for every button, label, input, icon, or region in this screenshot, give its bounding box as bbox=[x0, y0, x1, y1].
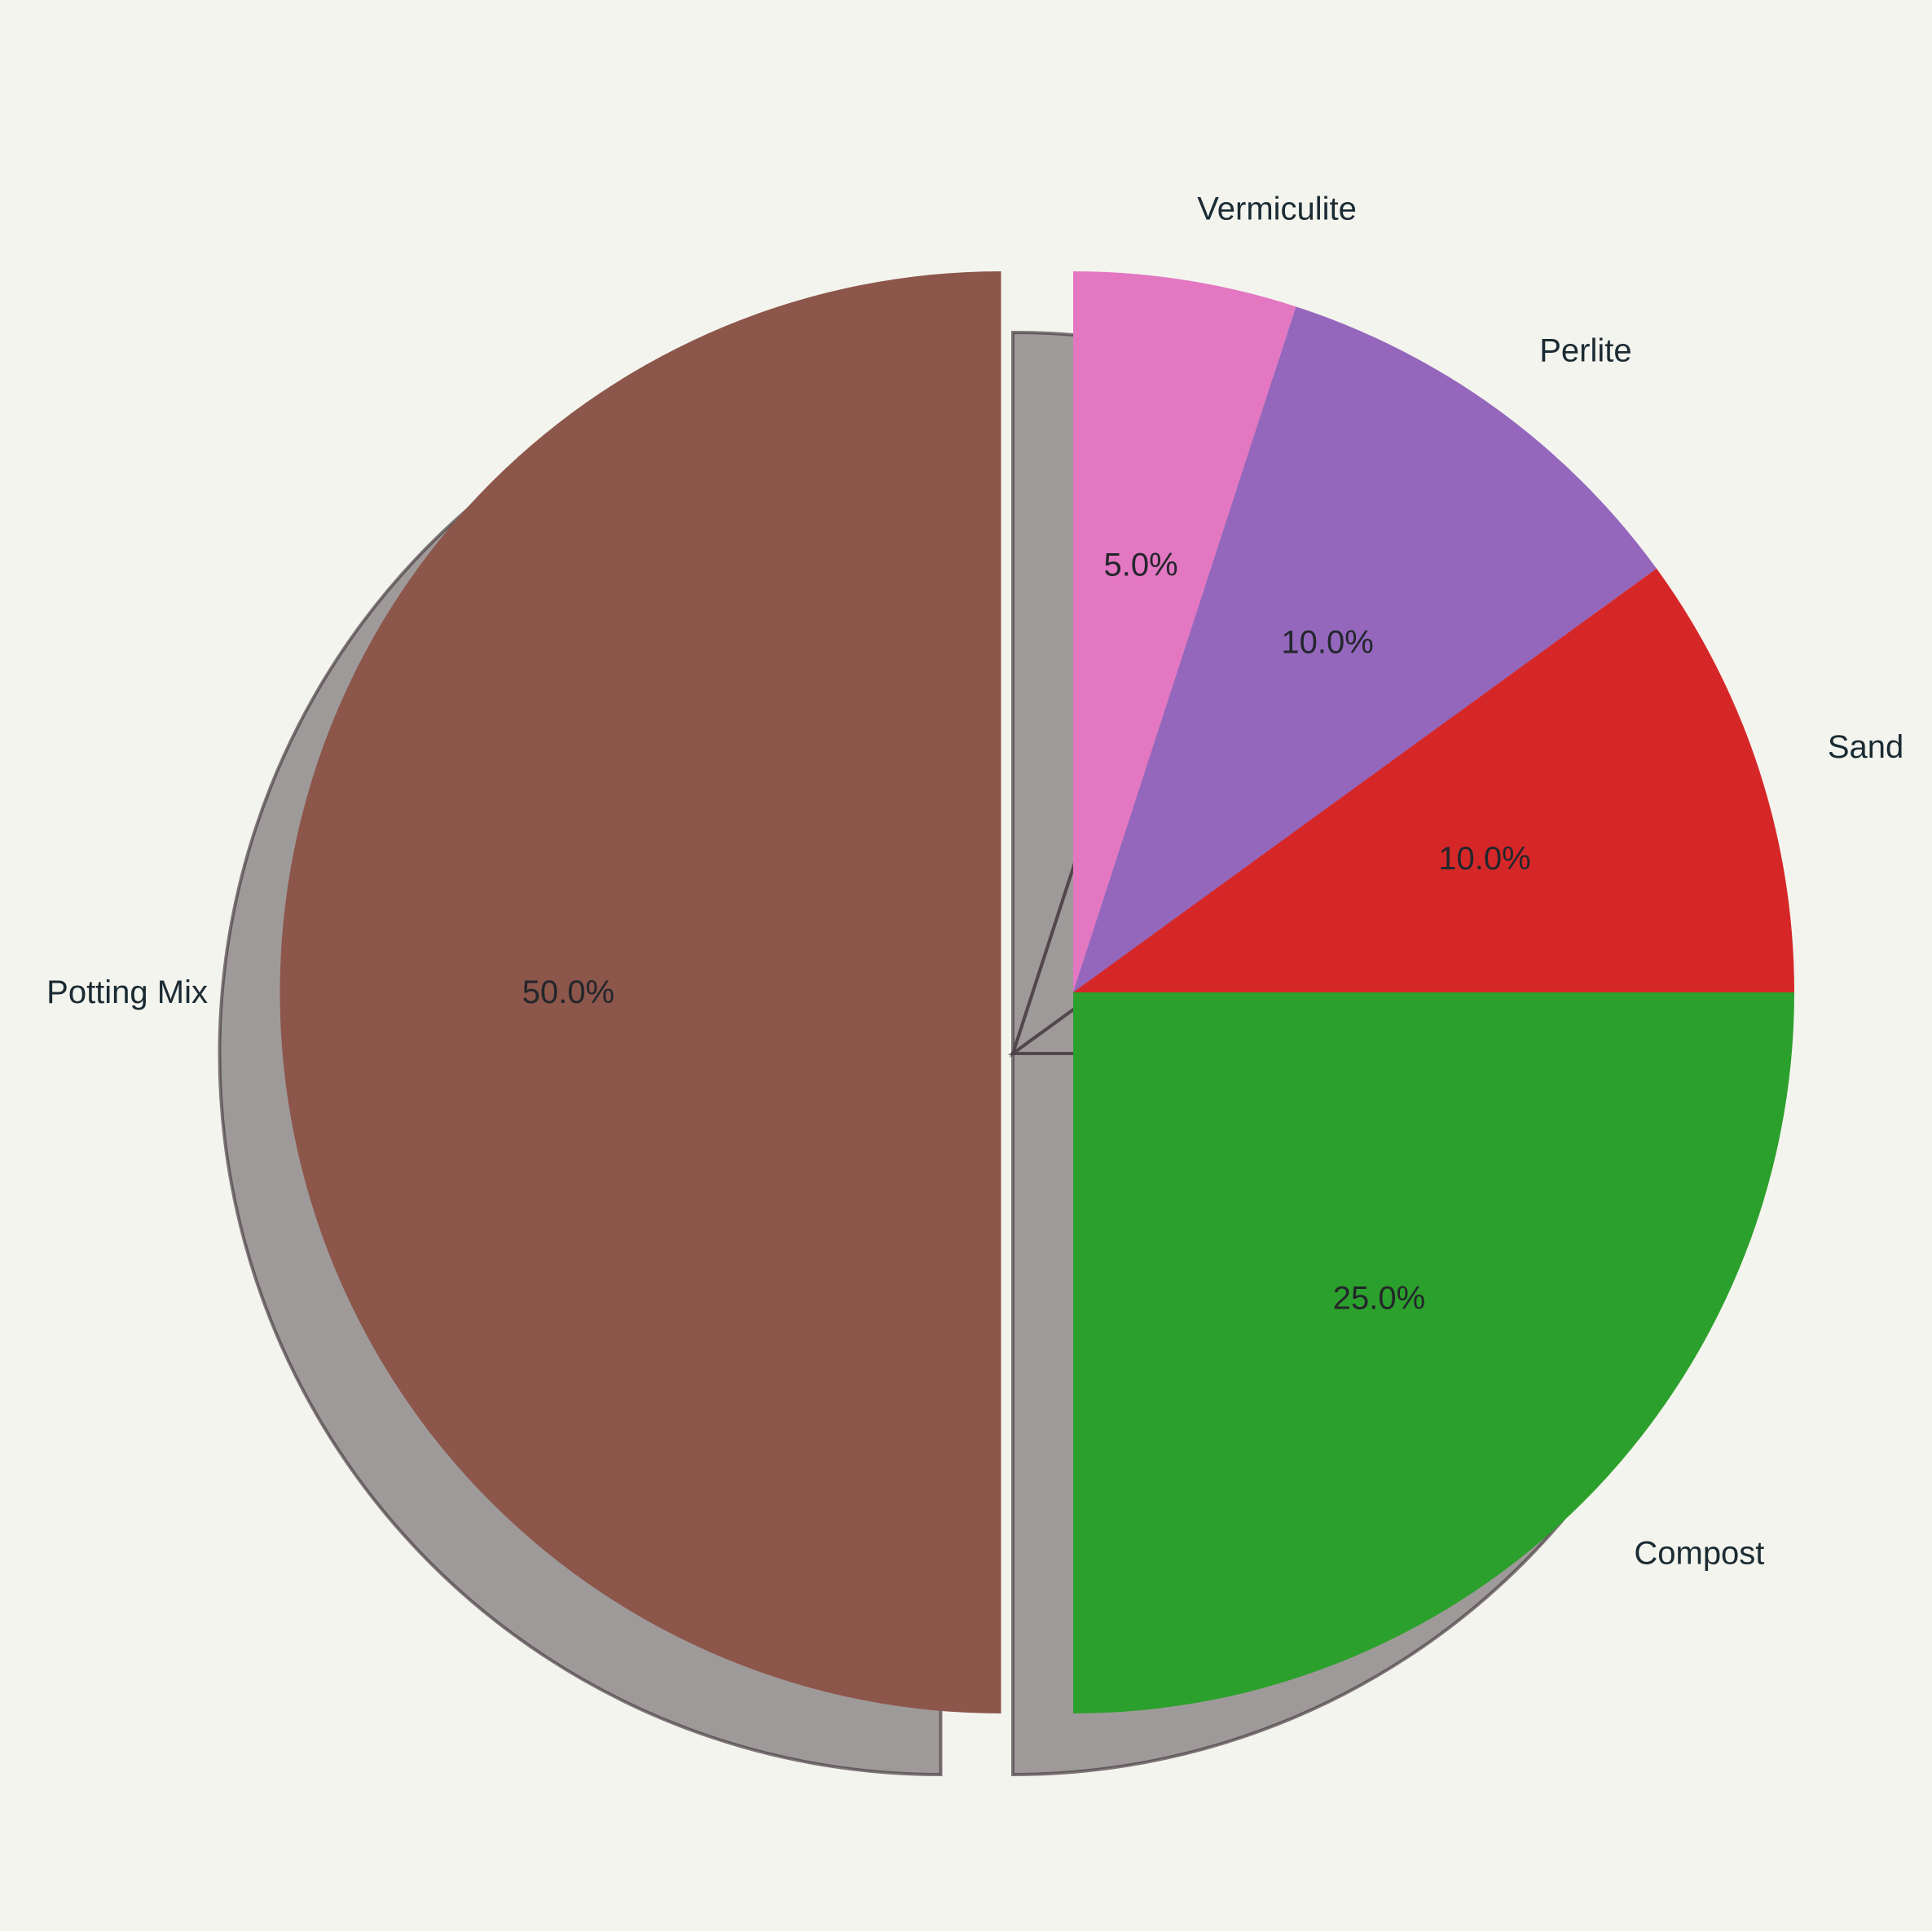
slice-label-vermiculite: Vermiculite bbox=[1197, 191, 1357, 227]
slice-layer bbox=[279, 271, 1794, 1713]
pct-label-compost: 25.0% bbox=[1333, 1280, 1425, 1316]
slice-label-potting-mix: Potting Mix bbox=[46, 974, 208, 1010]
pie-slice-compost bbox=[1073, 992, 1794, 1713]
pie-slice-sand bbox=[1073, 568, 1794, 992]
slice-label-sand: Sand bbox=[1828, 729, 1903, 765]
pie-slice-vermiculite bbox=[1073, 271, 1296, 992]
pct-label-perlite: 10.0% bbox=[1281, 624, 1373, 660]
slice-label-perlite: Perlite bbox=[1539, 332, 1631, 368]
slice-label-compost: Compost bbox=[1634, 1535, 1764, 1571]
pie-slice-perlite bbox=[1073, 306, 1657, 993]
pct-label-potting-mix: 50.0% bbox=[522, 974, 614, 1010]
pct-label-sand: 10.0% bbox=[1438, 841, 1530, 877]
pie-slice-potting-mix bbox=[279, 271, 1001, 1713]
pct-label-vermiculite: 5.0% bbox=[1103, 548, 1177, 583]
label-layer: 5.0% Vermiculite 10.0% Perlite 10.0% Sand 25.0… bbox=[46, 191, 1903, 1571]
